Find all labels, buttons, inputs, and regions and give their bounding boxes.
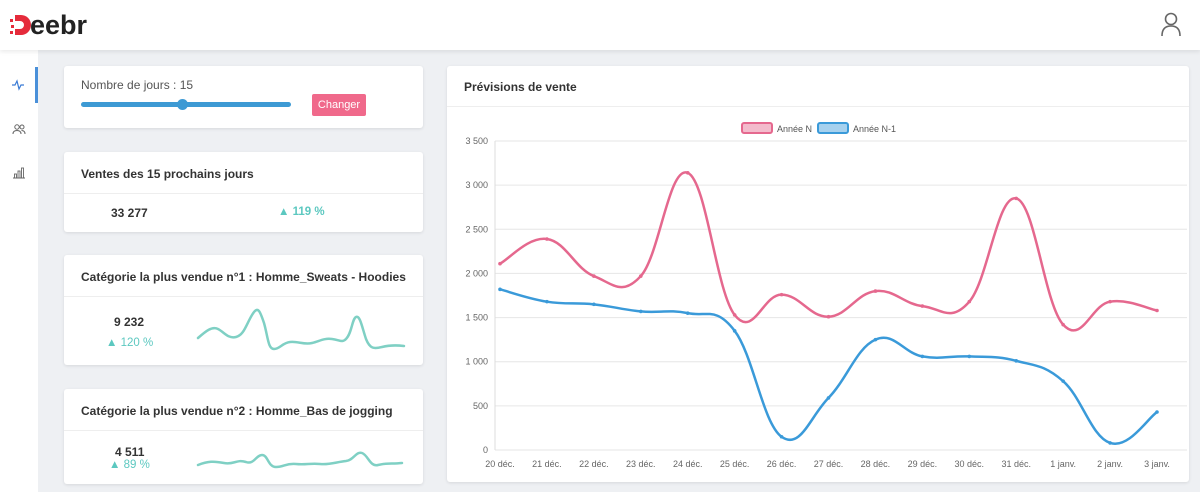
data-point[interactable]	[920, 354, 925, 359]
sales-forecast-card: Prévisions de vente 0 500 1 000 1 500 2 000 2…	[447, 66, 1189, 482]
data-point[interactable]	[826, 314, 831, 319]
data-point[interactable]	[1108, 441, 1112, 445]
x-tick-label: 2 janv.	[1097, 459, 1123, 469]
series-line-annee-n-1	[499, 288, 1158, 445]
x-tick-label: 20 déc.	[485, 459, 515, 469]
sales-card-title: Ventes des 15 prochains jours	[64, 152, 423, 194]
data-point[interactable]	[638, 274, 643, 278]
chart-title: Prévisions de vente	[447, 66, 1189, 107]
x-tick-label: 30 déc.	[955, 459, 985, 469]
bar-chart-icon	[13, 167, 25, 179]
data-point[interactable]	[545, 299, 549, 304]
data-point[interactable]	[920, 304, 925, 308]
x-tick-label: 22 déc.	[579, 459, 609, 469]
logo-d-mark	[10, 15, 31, 35]
data-point[interactable]	[873, 289, 878, 293]
sales-summary-card: Ventes des 15 prochains jours 33 277 ▲ 1…	[64, 152, 423, 232]
data-point[interactable]	[1014, 359, 1019, 363]
y-tick-label: 1 000	[465, 357, 488, 367]
data-point[interactable]	[685, 311, 690, 315]
legend-swatch[interactable]	[817, 122, 849, 134]
data-point[interactable]	[967, 354, 972, 359]
sidebar-item-stats[interactable]	[0, 154, 38, 190]
activity-icon	[11, 79, 24, 91]
category-1-value: 9 232	[114, 315, 145, 329]
days-slider[interactable]	[81, 99, 291, 110]
days-control-card: Nombre de jours : 15 Changer	[64, 66, 423, 128]
sidebar-item-dashboard[interactable]	[0, 67, 38, 103]
sales-total-value: 33 277	[111, 206, 148, 220]
data-point[interactable]	[592, 274, 596, 278]
data-point[interactable]	[498, 287, 502, 292]
x-tick-label: 25 déc.	[720, 459, 750, 469]
category-1-sparkline	[196, 308, 406, 351]
series-line-annee-n	[499, 171, 1158, 332]
data-point[interactable]	[545, 237, 549, 241]
sidebar	[0, 50, 38, 492]
data-point[interactable]	[1155, 308, 1159, 313]
y-tick-label: 500	[473, 401, 488, 411]
x-tick-label: 21 déc.	[532, 459, 562, 469]
slider-thumb[interactable]	[176, 99, 188, 110]
category-2-title: Catégorie la plus vendue n°2 : Homme_Bas…	[64, 389, 423, 431]
data-point[interactable]	[732, 329, 737, 333]
sidebar-item-users[interactable]	[0, 111, 38, 147]
x-tick-label: 23 déc.	[626, 459, 656, 469]
days-label: Nombre de jours : 15	[81, 78, 194, 92]
data-point[interactable]	[498, 261, 502, 266]
y-tick-label: 3 000	[465, 180, 488, 190]
category-1-title: Catégorie la plus vendue n°1 : Homme_Swe…	[64, 255, 423, 297]
data-point[interactable]	[1061, 322, 1065, 327]
x-tick-label: 29 déc.	[908, 459, 938, 469]
category-2-value: 4 511	[115, 445, 145, 459]
legend-swatch[interactable]	[741, 122, 773, 134]
users-icon	[12, 124, 26, 135]
x-tick-label: 27 déc.	[814, 459, 844, 469]
x-tick-label: 28 déc.	[861, 459, 891, 469]
data-point[interactable]	[1155, 410, 1159, 414]
data-point[interactable]	[638, 309, 643, 314]
top-bar: eebr	[0, 0, 1200, 50]
x-tick-label: 1 janv.	[1050, 459, 1076, 469]
data-point[interactable]	[592, 302, 596, 307]
category-2-sparkline	[196, 451, 404, 469]
category-1-change: ▲ 120 %	[106, 337, 154, 349]
y-tick-label: 3 500	[465, 136, 488, 146]
user-profile-icon[interactable]	[1160, 11, 1182, 37]
y-tick-label: 2 500	[465, 224, 488, 234]
forecast-line-chart: 0 500 1 000 1 500 2 000 2 500 3 000 3 500 20 déc…	[465, 122, 1187, 469]
data-point[interactable]	[967, 299, 972, 304]
y-tick-label: 1 500	[465, 313, 488, 323]
category-2-change: ▲ 89 %	[109, 459, 150, 471]
data-point[interactable]	[1061, 379, 1065, 383]
x-tick-label: 31 déc.	[1001, 459, 1031, 469]
y-tick-label: 2 000	[465, 268, 488, 278]
legend-label[interactable]: Année N	[777, 124, 812, 134]
change-button[interactable]: Changer	[312, 94, 366, 116]
logo-text: eebr	[30, 9, 88, 40]
data-point[interactable]	[779, 434, 784, 439]
data-point[interactable]	[779, 292, 784, 297]
x-tick-label: 3 janv.	[1144, 459, 1170, 469]
top-category-2-card: Catégorie la plus vendue n°2 : Homme_Bas…	[64, 389, 423, 484]
x-tick-label: 24 déc.	[673, 459, 703, 469]
y-tick-label: 0	[483, 445, 488, 455]
sales-change-badge: ▲ 119 %	[278, 206, 325, 218]
data-point[interactable]	[732, 313, 737, 317]
data-point[interactable]	[826, 396, 831, 400]
data-point[interactable]	[873, 337, 878, 342]
deebr-logo[interactable]: eebr	[10, 8, 87, 42]
data-point[interactable]	[1014, 196, 1019, 201]
top-category-1-card: Catégorie la plus vendue n°1 : Homme_Swe…	[64, 255, 423, 365]
legend-label[interactable]: Année N-1	[853, 124, 896, 134]
data-point[interactable]	[685, 170, 690, 175]
x-tick-label: 26 déc.	[767, 459, 797, 469]
data-point[interactable]	[1108, 299, 1112, 304]
